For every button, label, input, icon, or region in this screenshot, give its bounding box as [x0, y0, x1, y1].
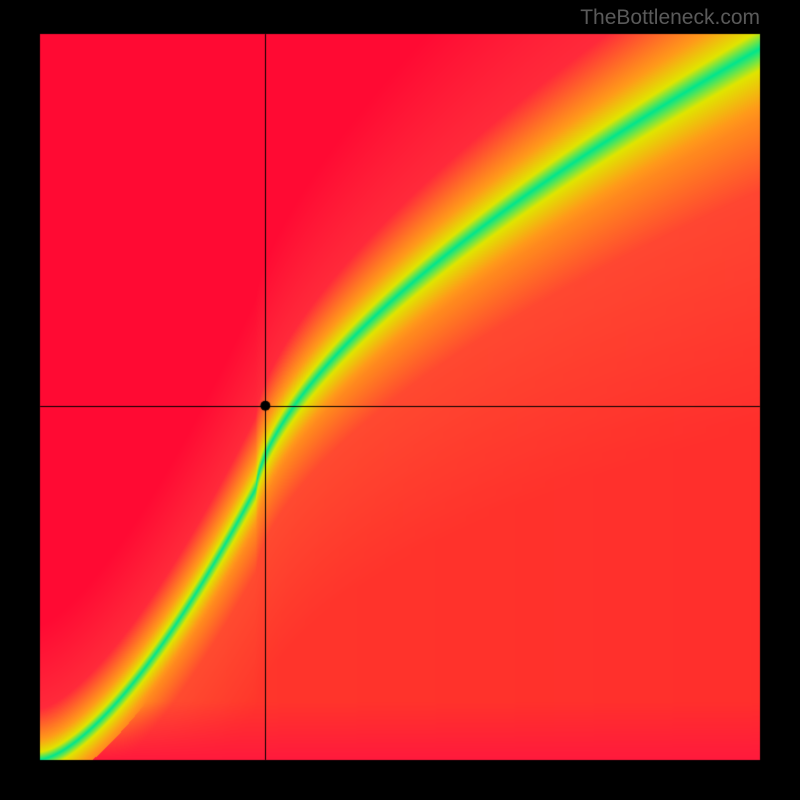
watermark-text: TheBottleneck.com [580, 6, 760, 30]
overlay-canvas [0, 0, 800, 800]
